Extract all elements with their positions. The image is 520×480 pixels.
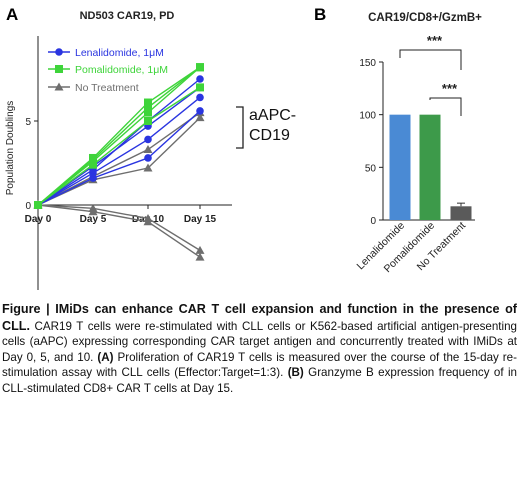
series-0-line-1-point-3 [196, 93, 204, 102]
series-2-line-0 [37, 117, 201, 206]
series-2-line-3-point-1 [88, 207, 98, 216]
caption-label-a: (A) [97, 350, 114, 364]
b-y-tick-label-50: 50 [365, 163, 377, 174]
series-2-line-0-point-3 [195, 113, 205, 122]
series-1-line-3 [37, 66, 201, 206]
series-1-line-0 [37, 86, 201, 206]
series-0-line-0-point-3 [196, 107, 204, 115]
series-2-line-1-point-2 [143, 145, 153, 154]
significance-bracket-0 [399, 49, 462, 70]
series-0-line-3 [37, 78, 201, 206]
significance-label-0: *** [427, 33, 443, 48]
series-0-line-1-point-2 [144, 135, 152, 144]
series-1-line-3-point-2 [144, 98, 152, 107]
caption-label-b: (B) [287, 366, 304, 380]
panel-b-title: CAR19/CD8+/GzmB+ [368, 12, 482, 24]
series-2-line-2 [37, 204, 201, 251]
legend-marker-2 [54, 82, 64, 91]
annotation-bracket [236, 106, 244, 149]
b-y-tick-label-100: 100 [359, 111, 376, 122]
significance-bracket-1 [429, 97, 462, 116]
caption-body-2: Proliferation of CAR19 T cells is measur… [2, 350, 517, 380]
panel-a-label: A [6, 5, 18, 24]
series-1-line-3-point-1 [89, 153, 97, 162]
series-0-line-0 [37, 110, 201, 206]
series-1-line-3-point-3 [196, 63, 204, 72]
series-0-line-1 [37, 96, 201, 206]
b-y-tick-label-150: 150 [359, 58, 376, 69]
figure-caption: Figure | IMiDs can enhance CAR T cell ex… [2, 301, 517, 397]
series-1-line-0-point-2 [144, 117, 152, 125]
legend-label-1: Pomalidomide, 1μM [75, 64, 168, 76]
series-1-line-0-point-3 [196, 83, 204, 92]
x-tick-label-0: Day 0 [25, 214, 52, 225]
series-2-line-3-point-2 [143, 217, 153, 226]
panel-a-title: ND503 CAR19, PD [80, 10, 175, 22]
series-2-line-3-point-3 [195, 252, 205, 261]
series-1-line-2-point-2 [144, 103, 152, 112]
series-1-line-3-point-0 [34, 201, 42, 209]
y-tick-label-0: 0 [25, 201, 31, 212]
bar-0 [389, 114, 411, 220]
significance-label-1: *** [442, 81, 458, 96]
series-2-line-0-point-2 [143, 163, 153, 172]
panel-b-label: B [314, 5, 326, 24]
legend-marker-0 [55, 48, 63, 56]
y-tick-label-5: 5 [25, 117, 31, 128]
legend-marker-1 [55, 65, 63, 73]
annotation-text-line1: aAPC- [249, 107, 296, 124]
annotation-text-line2: CD19 [249, 127, 290, 144]
bar-1 [419, 114, 441, 220]
legend-label-2: No Treatment [75, 82, 139, 94]
figure: A ND503 CAR19, PD Population Doublings 0… [5, 5, 482, 290]
caption-title: Figure | IMiDs can enhance CAR T cell ex… [2, 302, 517, 333]
series-1-line-1-point-2 [144, 108, 152, 117]
x-tick-label-1: Day 5 [80, 214, 107, 225]
caption-body-1: CAR19 T cells were re-stimulated with CL… [2, 319, 517, 364]
caption-body-3: Granzyme B expression frequency of in CL… [2, 366, 517, 395]
series-2-line-1 [37, 112, 201, 206]
panel-a-y-axis-label: Population Doublings [5, 101, 16, 196]
legend-label-0: Lenalidomide, 1μM [75, 47, 164, 59]
series-0-line-3-point-3 [196, 75, 204, 83]
bar-2 [450, 206, 472, 220]
series-2-line-2-point-3 [195, 245, 205, 254]
series-0-line-0-point-2 [144, 154, 152, 162]
series-2-line-3 [37, 204, 201, 258]
panel-a: A ND503 CAR19, PD Population Doublings 0… [5, 5, 296, 290]
x-tick-label-3: Day 15 [184, 214, 217, 225]
b-y-tick-label-0: 0 [370, 216, 376, 227]
